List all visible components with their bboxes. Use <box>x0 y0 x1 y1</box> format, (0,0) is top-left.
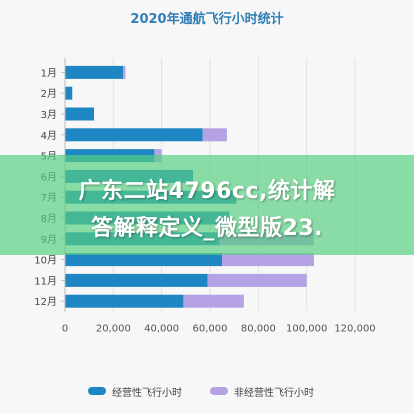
y-category-label: 11月 <box>34 275 57 287</box>
x-tick-label: 40,000 <box>144 324 179 335</box>
x-tick-label: 20,000 <box>96 324 131 335</box>
bar-operating <box>65 294 184 308</box>
y-category-label: 1月 <box>41 67 57 79</box>
bar-non-operating <box>123 65 126 79</box>
watermark-text-line-1: 广东二站4796cc,统计解 <box>78 179 336 204</box>
x-tick-label: 60,000 <box>193 324 228 335</box>
chart-title: 2020年通航飞行小时统计 <box>130 12 284 27</box>
x-tick-label: 80,000 <box>241 324 276 335</box>
legend-swatch-operating <box>88 387 106 395</box>
x-tick-label: 120,000 <box>334 324 375 335</box>
bar-operating <box>65 273 208 287</box>
bar-operating <box>65 107 94 121</box>
legend-item-non-operating: 非经营性飞行小时 <box>210 383 314 399</box>
bar-operating <box>65 128 203 142</box>
watermark-banner: 广东二站4796cc,统计解 答解释定义_微型版23. <box>0 155 414 255</box>
legend-label-non-operating: 非经营性飞行小时 <box>234 387 314 399</box>
bar-operating <box>65 86 73 100</box>
y-category-label: 12月 <box>34 296 57 308</box>
legend-label-operating: 经营性飞行小时 <box>112 387 182 399</box>
legend-item-operating: 经营性飞行小时 <box>88 383 182 399</box>
y-category-label: 3月 <box>41 109 57 121</box>
x-tick-label: 100,000 <box>286 324 327 335</box>
y-category-label: 10月 <box>34 255 57 267</box>
bar-non-operating <box>202 128 227 142</box>
y-category-label: 4月 <box>41 130 57 142</box>
bar-operating <box>65 65 123 79</box>
bar-non-operating <box>222 253 314 267</box>
chart-legend: 经营性飞行小时 非经营性飞行小时 <box>0 383 414 399</box>
watermark-text-line-2: 答解释定义_微型版23. <box>91 216 323 241</box>
bar-operating <box>65 253 223 267</box>
bar-non-operating <box>183 294 244 308</box>
y-category-label: 2月 <box>41 88 57 100</box>
legend-swatch-non-operating <box>210 387 228 395</box>
x-tick-label: 0 <box>62 324 68 335</box>
bar-non-operating <box>207 273 307 287</box>
